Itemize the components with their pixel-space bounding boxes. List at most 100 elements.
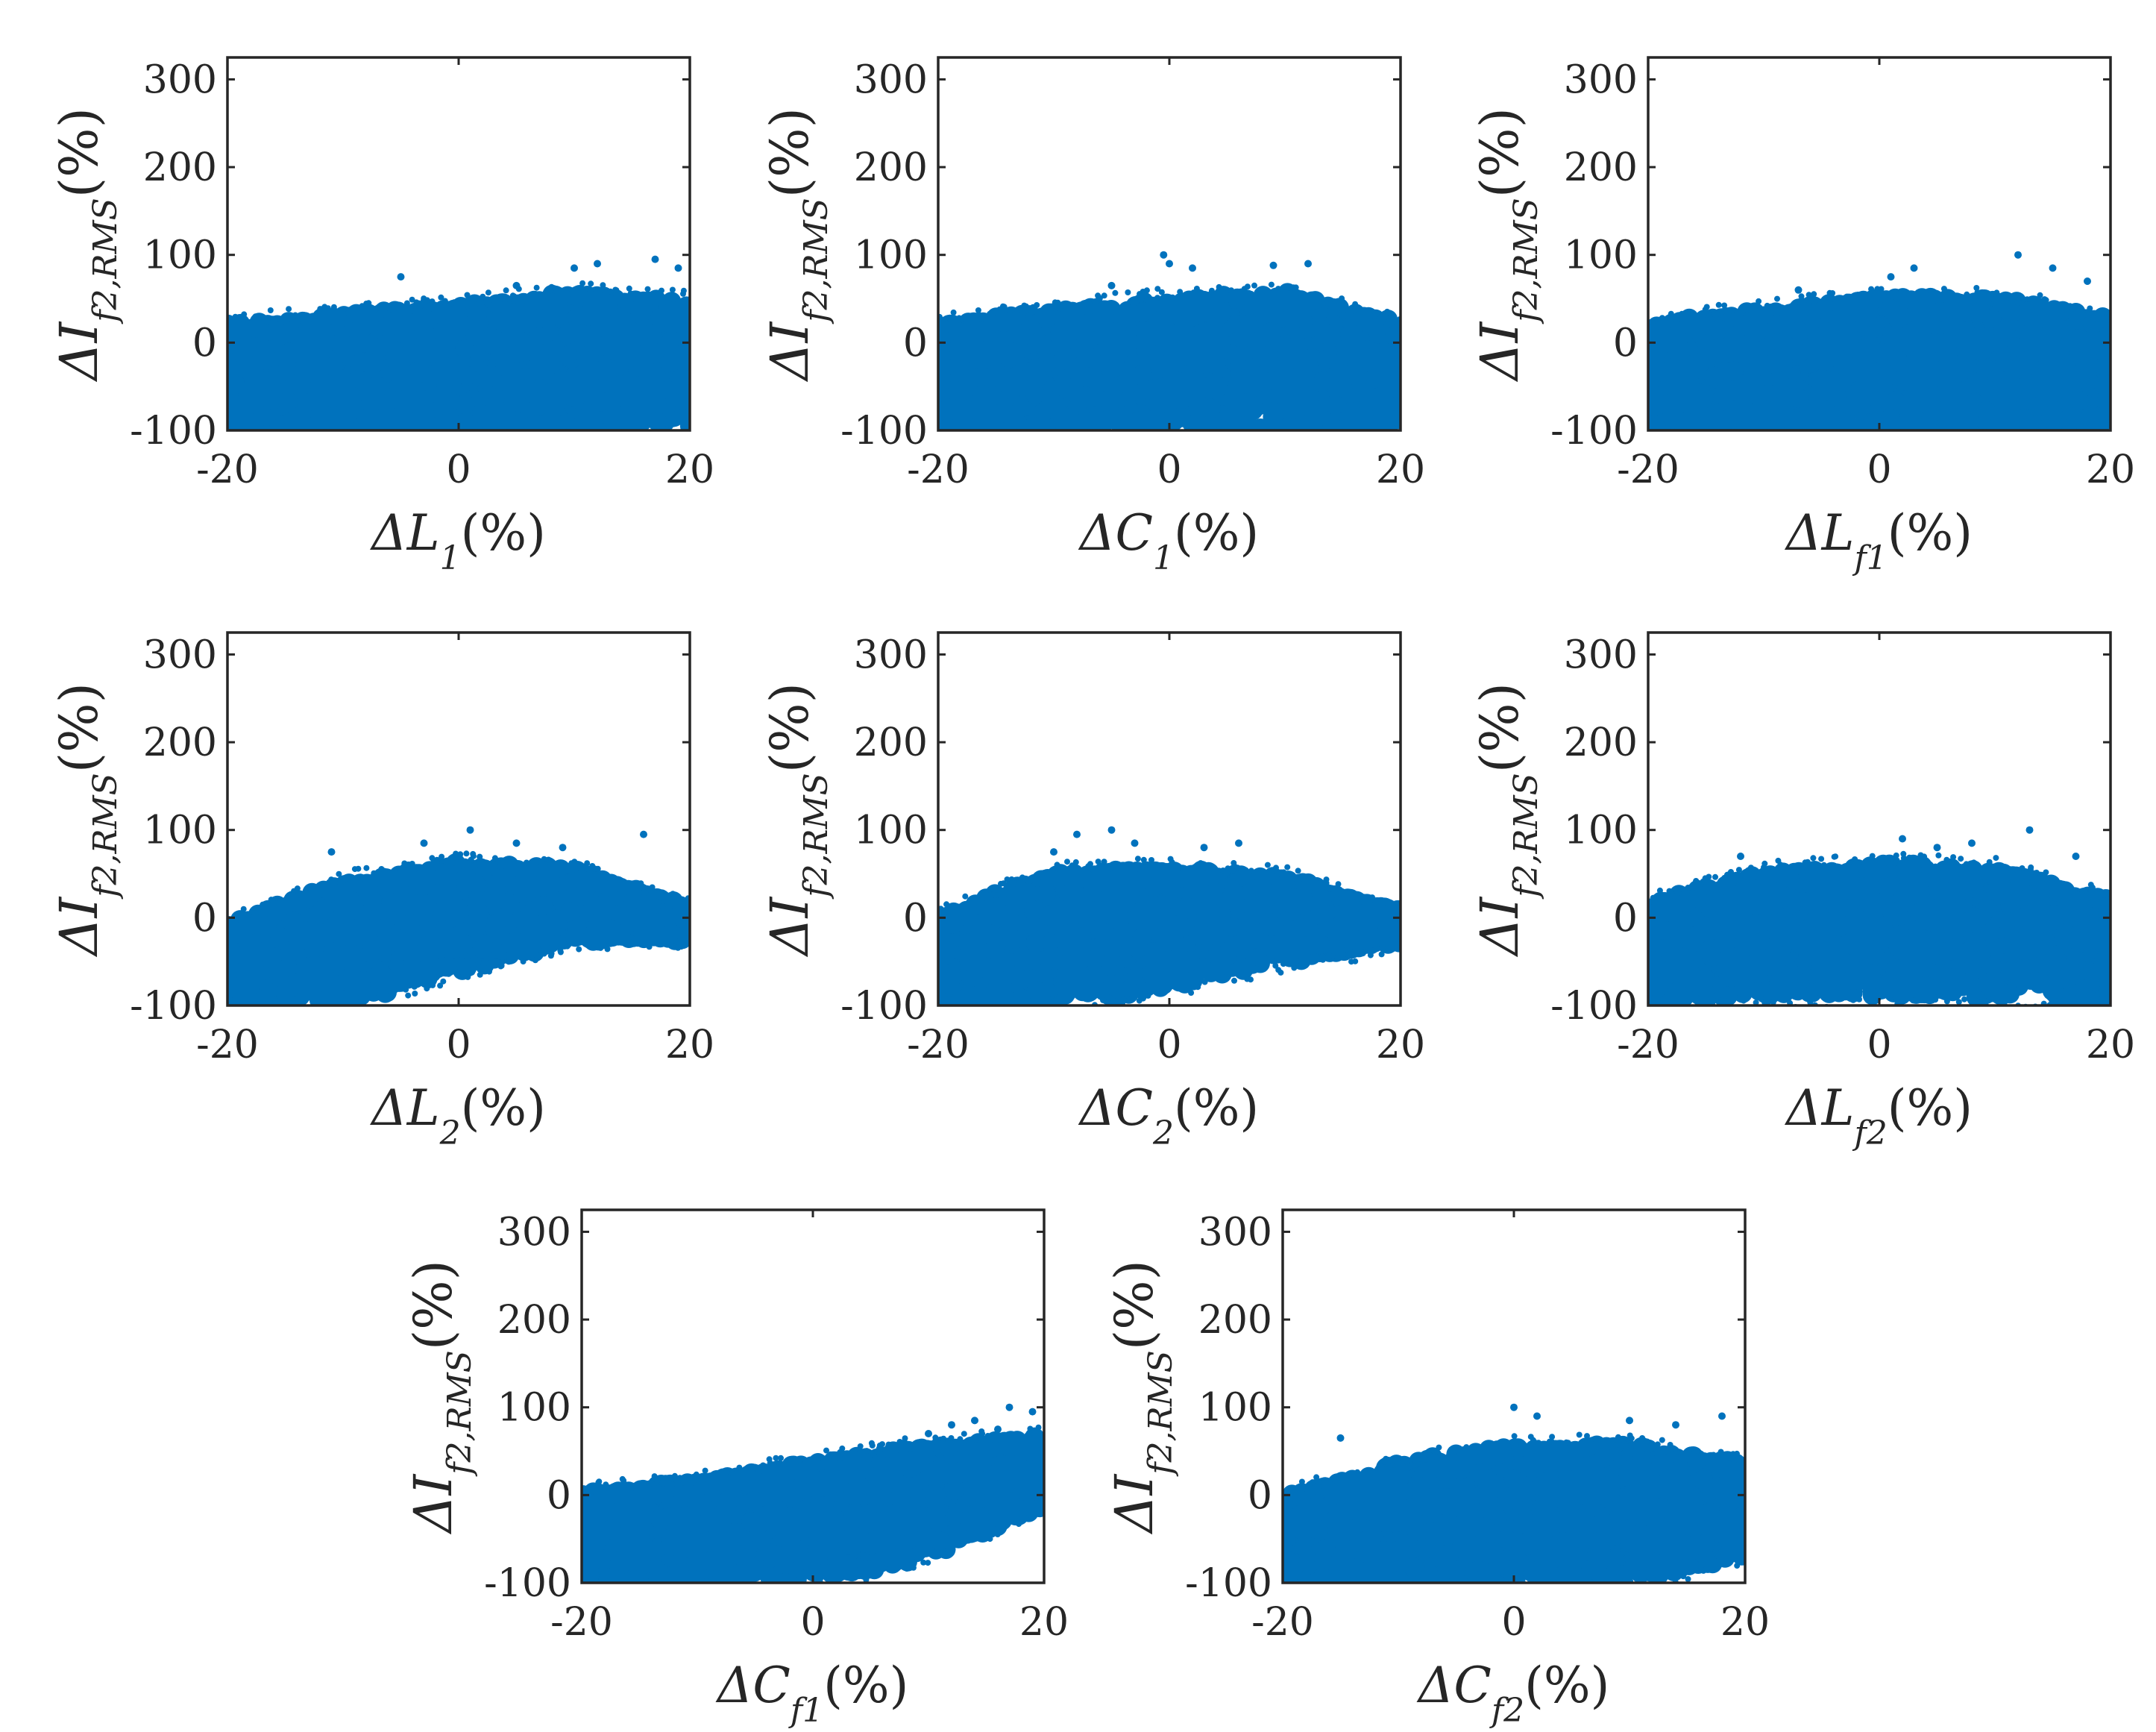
scatter-point <box>300 433 306 439</box>
scatter-point <box>607 288 614 295</box>
scatter-point <box>653 293 660 300</box>
scatter-point <box>304 392 324 411</box>
scatter-point <box>292 431 298 437</box>
scatter-point <box>485 437 491 443</box>
scatter-point <box>558 324 577 345</box>
scatter-point <box>485 289 491 296</box>
scatter-point <box>292 438 298 444</box>
scatter-point <box>635 434 641 440</box>
scatter-point <box>310 375 330 395</box>
scatter-point <box>447 437 453 443</box>
scatter-point <box>1193 415 1213 430</box>
scatter-point <box>380 404 400 424</box>
scatter-point <box>644 434 650 440</box>
scatter-point <box>514 379 534 399</box>
scatter-point <box>330 304 337 310</box>
scatter-point <box>418 302 424 309</box>
scatter-point <box>289 435 295 441</box>
scatter-point <box>659 287 664 294</box>
scatter-point <box>242 433 248 439</box>
scatter-point <box>441 304 448 310</box>
scatter-point <box>292 343 312 363</box>
scatter-point <box>246 434 252 440</box>
scatter-point <box>329 413 349 430</box>
scatter-point <box>480 293 486 300</box>
scatter-point <box>325 435 331 441</box>
scatter-point <box>390 357 410 377</box>
scatter-point <box>351 352 371 372</box>
scatter-point <box>227 417 247 430</box>
scatter-point <box>420 298 427 304</box>
y-tick-label: 200 <box>143 145 217 190</box>
scatter-point <box>577 306 597 326</box>
scatter-point <box>565 387 585 407</box>
outlier-point <box>571 264 578 272</box>
scatter-point <box>409 307 415 314</box>
scatter-point <box>575 360 595 380</box>
scatter-point <box>456 366 477 386</box>
scatter-point <box>1264 402 1284 422</box>
scatter-point <box>445 307 465 327</box>
y-tick-label: 300 <box>143 57 217 102</box>
scatter-point <box>239 338 259 357</box>
scatter-point <box>573 324 592 345</box>
scatter-point <box>600 392 620 411</box>
scatter-point <box>377 316 396 336</box>
scatter-point <box>612 311 632 331</box>
scatter-point <box>311 313 318 319</box>
scatter-point <box>468 302 488 322</box>
scatter-point <box>431 361 451 381</box>
scatter-point <box>626 285 632 292</box>
scatter-point <box>529 350 549 370</box>
scatter-point <box>484 329 504 349</box>
scatter-point <box>250 436 256 442</box>
outlier-point <box>651 255 659 263</box>
scatter-point <box>227 360 242 380</box>
scatter-point <box>475 300 482 307</box>
scatter-point <box>627 290 634 297</box>
scatter-point <box>479 410 499 430</box>
scatter-point <box>547 287 553 294</box>
scatter-point <box>612 286 619 293</box>
scatter-point <box>644 389 664 410</box>
scatter-point <box>516 336 536 357</box>
scatter-point <box>439 434 445 440</box>
outlier-point <box>594 260 601 268</box>
scatter-point <box>669 286 676 293</box>
scatter-point <box>323 389 343 408</box>
scatter-point <box>343 336 363 356</box>
scatter-point <box>251 350 271 370</box>
scatter-point <box>553 286 560 292</box>
scatter-point <box>267 307 274 313</box>
scatter-point <box>424 433 430 439</box>
scatter-point <box>653 436 659 442</box>
scatter-point <box>317 306 324 313</box>
scatter-point <box>232 313 239 320</box>
scatter-point <box>1251 418 1270 430</box>
scatter-point <box>389 307 396 313</box>
scatter-point <box>622 293 629 300</box>
scatter-point <box>592 360 612 380</box>
scatter-point <box>524 290 544 310</box>
scatter-point <box>413 345 433 365</box>
scatter-point <box>413 300 420 306</box>
scatter-point <box>622 437 628 443</box>
scatter-point <box>598 294 618 314</box>
y-tick-label: -100 <box>130 409 217 454</box>
scatter-point <box>385 304 392 311</box>
scatter-point <box>487 434 493 440</box>
x-axis-label: ΔL1(%) <box>369 504 546 577</box>
scatter-point <box>670 296 677 303</box>
scatter-point <box>441 298 448 304</box>
scatter-point <box>407 364 427 383</box>
scatter-point <box>350 369 370 389</box>
scatter-point <box>619 373 639 393</box>
scatter-point <box>465 326 485 346</box>
scatter-point <box>413 436 419 442</box>
scatter-point <box>293 326 313 346</box>
scatter-point <box>644 286 651 292</box>
scatter-point <box>286 306 292 313</box>
scatter-point <box>539 421 559 430</box>
scatter-point <box>292 371 312 392</box>
